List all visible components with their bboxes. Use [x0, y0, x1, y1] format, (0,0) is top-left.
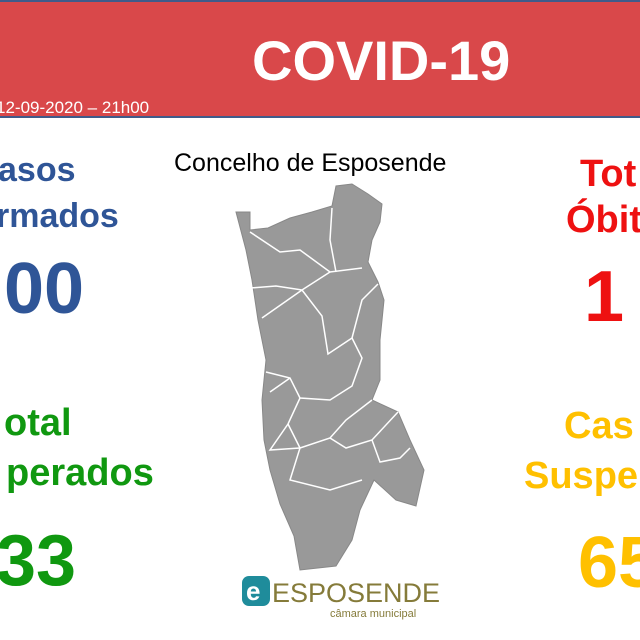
recovered-value: 33 — [0, 521, 77, 601]
suspected-value: 65 — [578, 523, 640, 603]
suspected-label-1: Cas — [564, 405, 634, 447]
map-title: Concelho de Esposende — [174, 149, 447, 177]
parish-borders — [249, 207, 411, 491]
suspected-label-2: Suspe — [524, 455, 639, 497]
recovered-label-1: otal — [4, 402, 72, 444]
confirmed-value: 00 — [4, 249, 85, 329]
header-banner: COVID-19 12-09-2020 – 21h00 — [0, 0, 640, 118]
report-date: 12-09-2020 – 21h00 — [0, 98, 150, 117]
logo-name: ESPOSENDE — [272, 578, 440, 608]
esposende-e-icon: e ESPOSENDE câmara municipal — [242, 576, 440, 620]
logo-subtitle: câmara municipal — [330, 608, 416, 620]
deaths-label-2: Óbit — [566, 199, 640, 241]
esposende-logo: e ESPOSENDE câmara municipal — [242, 574, 442, 625]
recovered-label-2: perados — [6, 452, 154, 494]
page-title: COVID-19 — [252, 29, 511, 92]
deaths-value: 1 — [584, 257, 625, 337]
confirmed-label-1: asos — [0, 151, 76, 189]
svg-text:e: e — [246, 576, 260, 606]
confirmed-label-2: rmados — [0, 197, 119, 235]
deaths-label-1: Tot — [580, 153, 637, 195]
